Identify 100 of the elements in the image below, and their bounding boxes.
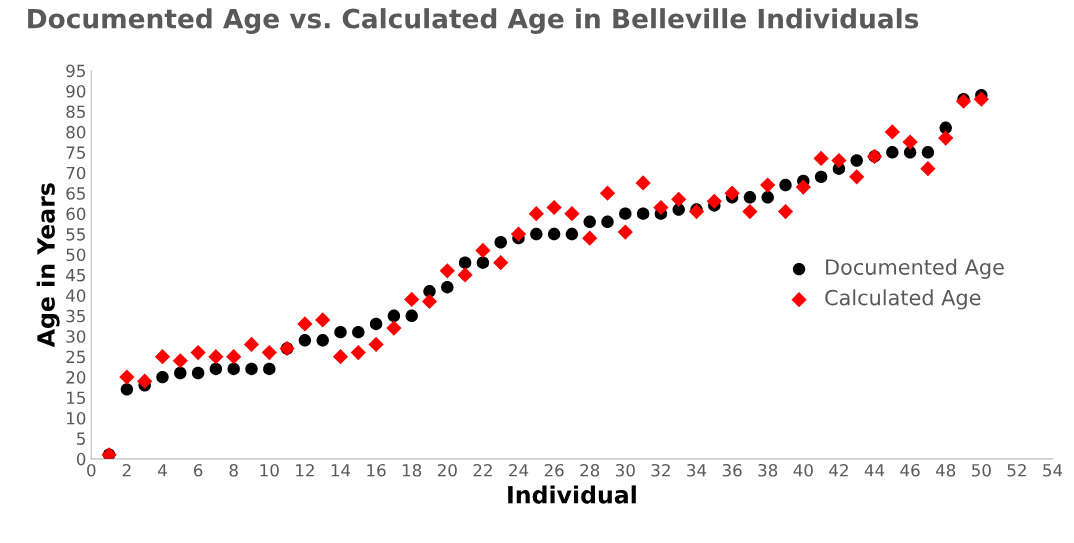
y-tick-label: 65 (66, 187, 85, 200)
x-tick-label: 28 (580, 463, 600, 477)
x-tick-label: 26 (544, 463, 564, 477)
x-tick-label: 46 (900, 463, 920, 477)
y-tick-label: 40 (66, 289, 86, 302)
point (439, 263, 455, 279)
point (813, 150, 829, 167)
point (226, 349, 242, 365)
x-tick-label: 40 (793, 463, 813, 477)
x-tick-label: 0 (87, 463, 96, 477)
x-tick-label: 30 (615, 463, 635, 477)
x-tick-label: 34 (687, 463, 707, 477)
x-tick-label: 6 (193, 463, 203, 477)
y-tick-label: 55 (66, 228, 85, 241)
point (884, 124, 900, 140)
y-tick-label: 80 (66, 125, 86, 139)
x-tick-label: 38 (758, 463, 778, 477)
y-tick-label: 10 (67, 411, 86, 425)
point (599, 185, 616, 201)
point (190, 344, 206, 361)
point (973, 91, 989, 107)
y-tick-label: 45 (66, 269, 85, 282)
point (174, 366, 187, 380)
point (120, 383, 134, 396)
y-tick-label: 95 (66, 64, 85, 78)
point (528, 206, 544, 222)
point (688, 203, 705, 220)
point (671, 191, 687, 207)
point (849, 169, 865, 185)
point (743, 191, 757, 204)
point (421, 293, 438, 310)
x-tick-label: 4 (158, 464, 167, 477)
point (583, 215, 596, 229)
point (742, 203, 758, 220)
point (261, 344, 277, 361)
y-tick-label: 30 (66, 330, 86, 343)
point (404, 291, 420, 308)
point (546, 199, 562, 216)
point (902, 134, 918, 150)
point (476, 256, 490, 269)
point (457, 267, 473, 283)
point (209, 362, 223, 376)
point (653, 199, 669, 216)
point (334, 325, 347, 339)
x-tick-label: 22 (473, 463, 492, 477)
y-tick-label: 25 (66, 350, 85, 364)
point (510, 226, 527, 242)
point (938, 130, 954, 146)
x-tick-label: 8 (229, 463, 238, 477)
y-tick-label: 70 (66, 166, 86, 180)
legend-label: Documented Age (826, 258, 1004, 279)
point (368, 336, 384, 353)
point (530, 227, 543, 241)
point (636, 207, 650, 220)
point (601, 215, 614, 229)
y-tick-label: 50 (66, 248, 86, 262)
x-tick-label: 14 (331, 464, 351, 477)
point (831, 152, 847, 169)
point (777, 203, 794, 220)
point (850, 154, 863, 167)
x-tick-label: 18 (402, 463, 422, 477)
point (352, 325, 365, 339)
point (369, 317, 383, 331)
x-tick-label: 42 (829, 463, 848, 477)
y-tick-label: 5 (77, 432, 85, 445)
point (564, 206, 580, 222)
y-tick-label: 15 (67, 391, 85, 405)
x-tick-label: 36 (722, 463, 742, 477)
point (315, 312, 331, 328)
point (243, 336, 260, 353)
point (119, 369, 135, 385)
point (137, 373, 153, 389)
y-tick-label: 75 (66, 146, 85, 159)
point (458, 256, 472, 269)
x-tick-label: 32 (651, 463, 670, 477)
x-tick-label: 48 (935, 463, 956, 477)
x-tick-label: 2 (122, 463, 131, 477)
y-tick-label: 60 (66, 207, 86, 221)
point (724, 185, 740, 201)
point (565, 227, 579, 241)
x-axis-title: Individual (508, 485, 636, 504)
point (405, 309, 418, 323)
point (779, 178, 792, 192)
point (886, 146, 899, 159)
point (547, 227, 561, 241)
point (350, 344, 366, 361)
y-tick-label: 90 (66, 84, 86, 98)
point (297, 316, 313, 332)
point (475, 242, 491, 259)
point (386, 320, 402, 336)
point (245, 362, 258, 376)
point (795, 179, 811, 195)
chart-title: Documented Age vs. Calculated Age in Belleville Individuals (28, 8, 919, 34)
x-tick-label: 52 (1007, 463, 1026, 477)
x-tick-label: 16 (367, 463, 386, 477)
point (617, 224, 633, 240)
point (493, 255, 509, 271)
legend-label: Calculated Age (825, 289, 981, 310)
x-tick-label: 24 (509, 463, 529, 477)
point (208, 349, 224, 365)
